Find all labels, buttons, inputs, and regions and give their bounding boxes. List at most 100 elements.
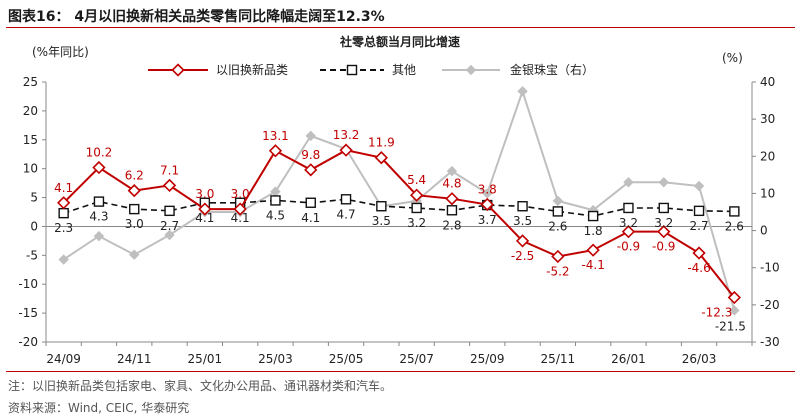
data-label-red: -4.1 <box>581 258 604 272</box>
bottom-rule <box>6 371 795 372</box>
x-tick-label: 25/01 <box>188 352 223 366</box>
point <box>164 229 175 241</box>
series-line <box>62 149 736 299</box>
data-label-other: 2.6 <box>548 219 567 233</box>
y-tick-label-left: 0 <box>30 219 38 233</box>
point <box>340 194 352 205</box>
series-layer <box>57 86 741 316</box>
data-label-other: 1.8 <box>584 224 603 238</box>
y-tick-label-left: -20 <box>18 335 38 349</box>
series-2 <box>58 86 740 316</box>
point <box>305 197 316 208</box>
point <box>198 202 212 216</box>
data-labels: 4.1 10.2 6.2 7.1 3.0 3.0 13.1 9.8 13.2 11.9 5.4 4.8… <box>54 128 746 333</box>
data-label-other: 4.1 <box>231 211 250 225</box>
point <box>233 202 247 216</box>
data-label-other: 2.8 <box>442 218 461 232</box>
x-tick-label: 25/09 <box>470 352 505 366</box>
point <box>657 225 671 239</box>
data-label-red: 13.1 <box>262 129 289 143</box>
y-tick-label-left: 15 <box>23 133 38 147</box>
data-label-gold: -21.5 <box>715 319 746 333</box>
data-label-other: 3.7 <box>478 213 497 227</box>
data-label-other: 4.5 <box>266 208 285 222</box>
point <box>552 206 564 217</box>
data-label-other: 3.5 <box>372 214 391 228</box>
data-label-other: 3.0 <box>125 217 144 231</box>
chart-title: 社零总额当月同比增速 <box>339 34 460 49</box>
data-label-red: -12.3 <box>701 306 732 320</box>
point <box>93 230 105 242</box>
point <box>346 64 358 76</box>
x-tick-label: 26/03 <box>682 352 717 366</box>
data-label-other: 4.1 <box>195 211 214 225</box>
y-tick-label-left: 20 <box>23 104 38 118</box>
x-tick-label: 25/07 <box>399 352 434 366</box>
legend-label: 金银珠宝（右） <box>510 62 594 77</box>
y-tick-label-left: -15 <box>18 306 38 320</box>
x-tick-label: 24/11 <box>117 352 152 366</box>
data-label-red: 3.8 <box>478 182 497 196</box>
figure-title: 图表16： 4月以旧换新相关品类零售同比降幅走阔至12.3% <box>8 9 385 25</box>
y-tick-label-left: 5 <box>30 191 38 205</box>
series-line <box>63 88 736 311</box>
data-label-other: 3.5 <box>513 214 532 228</box>
data-label-red: 5.4 <box>407 173 426 187</box>
y-tick-label-left: 25 <box>23 75 38 89</box>
footnote: 注：以旧换新品类包括家电、家具、文化办公用品、通讯器材类和汽车。 <box>8 379 393 393</box>
point <box>623 202 634 214</box>
point <box>58 254 69 265</box>
point <box>623 177 634 188</box>
legend-label: 其他 <box>392 63 416 77</box>
x-tick-label: 25/05 <box>329 352 364 366</box>
point <box>129 249 140 260</box>
legend: 以旧换新品类 其他 金银珠宝（右） <box>148 62 594 77</box>
point <box>374 151 388 165</box>
point <box>586 243 600 257</box>
point <box>58 207 69 219</box>
point <box>693 180 705 192</box>
y-tick-label-right: 40 <box>760 75 775 89</box>
point <box>552 195 564 207</box>
point <box>446 205 458 216</box>
y-tick-label-right: 0 <box>760 224 768 238</box>
data-label-other: 3.2 <box>654 216 673 230</box>
point <box>517 86 528 97</box>
data-label-red: -0.9 <box>617 240 640 254</box>
data-label-red: 4.8 <box>442 177 461 191</box>
data-label-red: -4.6 <box>687 261 710 275</box>
point <box>480 197 494 212</box>
point <box>445 192 459 206</box>
x-tick-label: 26/01 <box>611 352 646 366</box>
point <box>411 202 422 214</box>
data-label-other: 4.1 <box>301 211 320 225</box>
legend-item-0: 以旧换新品类 <box>148 62 288 77</box>
data-label-other: 2.3 <box>54 221 73 235</box>
point <box>465 64 477 76</box>
x-tick-label: 25/11 <box>541 352 576 366</box>
data-label-red: 4.1 <box>54 181 73 195</box>
data-label-red: -2.5 <box>511 249 534 263</box>
point <box>376 201 387 212</box>
point <box>658 177 669 188</box>
y-tick-label-right: -10 <box>760 261 780 275</box>
point <box>93 196 105 207</box>
point <box>270 195 281 206</box>
point <box>57 196 71 210</box>
data-label-other: 2.7 <box>690 219 709 233</box>
axes: -20 -15 -10 -5 0 5 10 15 20 25 -30 -20 -10 0 10 20 30 40 2… <box>18 75 779 366</box>
data-label-other: 2.6 <box>725 219 744 233</box>
data-label-red: -5.2 <box>546 264 569 278</box>
data-label-red: 3.0 <box>231 187 250 201</box>
y-tick-label-right: 20 <box>760 149 775 163</box>
data-label-red: 3.0 <box>195 187 214 201</box>
x-tick-label: 25/03 <box>258 352 293 366</box>
point <box>621 225 636 239</box>
y-tick-label-right: 30 <box>760 112 775 126</box>
data-label-red: 11.9 <box>368 136 395 150</box>
data-label-red: 6.2 <box>125 169 144 183</box>
series-1 <box>58 194 740 222</box>
data-label-other: 2.7 <box>160 219 179 233</box>
point <box>446 165 458 177</box>
y-tick-label-left: -10 <box>18 277 38 291</box>
